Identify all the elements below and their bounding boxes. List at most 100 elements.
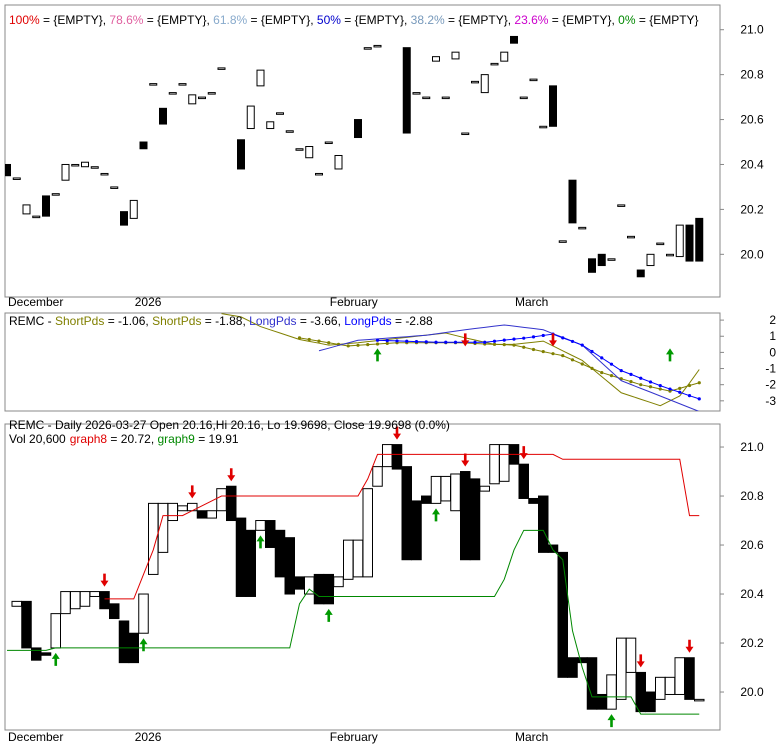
candle bbox=[430, 475, 442, 504]
series-marker bbox=[424, 340, 428, 344]
up-arrow bbox=[373, 348, 382, 362]
y-tick-label: 20.2 bbox=[740, 636, 764, 650]
series-marker bbox=[580, 343, 584, 347]
candle bbox=[412, 92, 421, 95]
series-marker bbox=[492, 339, 497, 343]
series-marker bbox=[414, 339, 419, 344]
series-marker bbox=[687, 394, 692, 398]
candle bbox=[99, 591, 110, 610]
candle bbox=[354, 119, 362, 139]
legend-sep: = bbox=[548, 13, 562, 27]
legend-sep: = bbox=[104, 314, 118, 328]
series-marker bbox=[307, 337, 311, 342]
series-marker bbox=[600, 356, 604, 360]
candle bbox=[118, 620, 130, 664]
x-tick-label: February bbox=[330, 295, 378, 309]
candle bbox=[157, 502, 169, 553]
legend-level: 50% bbox=[317, 13, 341, 27]
candle bbox=[461, 132, 470, 136]
candle bbox=[265, 520, 276, 548]
legend-name: LongPds bbox=[249, 314, 296, 328]
series-marker bbox=[356, 343, 360, 347]
x-tick-label: December bbox=[8, 730, 63, 744]
candle bbox=[636, 269, 645, 278]
y-tick-label: 2 bbox=[769, 313, 776, 327]
candle bbox=[12, 177, 21, 180]
candle bbox=[471, 80, 479, 84]
series-marker bbox=[658, 387, 662, 391]
y-tick-label: 20.2 bbox=[740, 202, 764, 216]
candle bbox=[547, 544, 559, 553]
series-line bbox=[377, 333, 700, 400]
candle bbox=[40, 652, 52, 656]
candle bbox=[529, 78, 538, 82]
legend: REMC - ShortPds = -1.06, ShortPds = -1.8… bbox=[9, 314, 433, 328]
legend-sep: = bbox=[636, 13, 650, 27]
candle bbox=[120, 211, 128, 226]
candle bbox=[695, 217, 704, 262]
legend-value: -1.06 bbox=[118, 314, 146, 328]
y-tick-label: 20.0 bbox=[740, 247, 764, 261]
up-arrow bbox=[324, 608, 333, 622]
legend-sep: = bbox=[201, 314, 215, 328]
up-arrow bbox=[607, 714, 616, 728]
series-marker bbox=[531, 335, 536, 339]
candle bbox=[90, 166, 99, 169]
y-tick-label: 1 bbox=[769, 329, 776, 343]
candle bbox=[315, 172, 323, 176]
legend-join: , bbox=[207, 13, 214, 27]
candle bbox=[558, 240, 567, 243]
candle bbox=[645, 691, 656, 713]
legend-level: 100% bbox=[9, 13, 40, 27]
candle bbox=[460, 471, 471, 561]
legend: 100% = {EMPTY}, 78.6% = {EMPTY}, 61.8% =… bbox=[9, 13, 699, 27]
series-marker bbox=[619, 369, 623, 373]
candle bbox=[674, 657, 685, 695]
series-line bbox=[318, 324, 700, 411]
legend-value: {EMPTY} bbox=[355, 13, 404, 27]
legend-name: ShortPds bbox=[55, 314, 104, 328]
candle bbox=[323, 573, 334, 605]
legend-value: {EMPTY} bbox=[53, 13, 102, 27]
candle bbox=[627, 235, 635, 239]
legend-value: {EMPTY} bbox=[562, 13, 611, 27]
candle bbox=[100, 172, 109, 176]
candle bbox=[21, 600, 32, 649]
series-marker bbox=[522, 336, 526, 340]
candle bbox=[31, 647, 42, 661]
candle bbox=[188, 94, 197, 105]
candle bbox=[139, 141, 148, 150]
candle bbox=[305, 146, 314, 159]
series-marker bbox=[639, 383, 643, 387]
x-tick-label: March bbox=[515, 295, 548, 309]
plot-area bbox=[7, 444, 705, 715]
legend-value: {EMPTY} bbox=[649, 13, 698, 27]
series-marker bbox=[434, 340, 438, 344]
series-marker bbox=[385, 341, 389, 345]
candle bbox=[538, 495, 549, 553]
series-line bbox=[104, 453, 700, 600]
legend-value: {EMPTY} bbox=[157, 13, 206, 27]
candle bbox=[499, 444, 510, 482]
candle bbox=[89, 591, 100, 597]
candle bbox=[606, 674, 617, 710]
candle bbox=[528, 497, 539, 504]
legend-sep: = bbox=[40, 13, 54, 27]
legend-level: 23.6% bbox=[514, 13, 548, 27]
candle bbox=[313, 573, 325, 605]
up-arrow bbox=[666, 348, 674, 362]
series-marker bbox=[551, 352, 555, 356]
series-marker bbox=[541, 333, 545, 338]
candle bbox=[245, 529, 256, 597]
x-tick-label: March bbox=[515, 730, 548, 744]
candle bbox=[333, 576, 344, 588]
candle bbox=[159, 107, 167, 125]
candle bbox=[79, 591, 91, 607]
candle bbox=[295, 148, 304, 151]
candle bbox=[276, 112, 284, 115]
y-tick-label: 21.0 bbox=[740, 440, 764, 454]
candle bbox=[655, 676, 666, 700]
legend-sep: = bbox=[297, 314, 311, 328]
legend-level: 38.2% bbox=[411, 13, 445, 27]
candle bbox=[617, 204, 626, 207]
